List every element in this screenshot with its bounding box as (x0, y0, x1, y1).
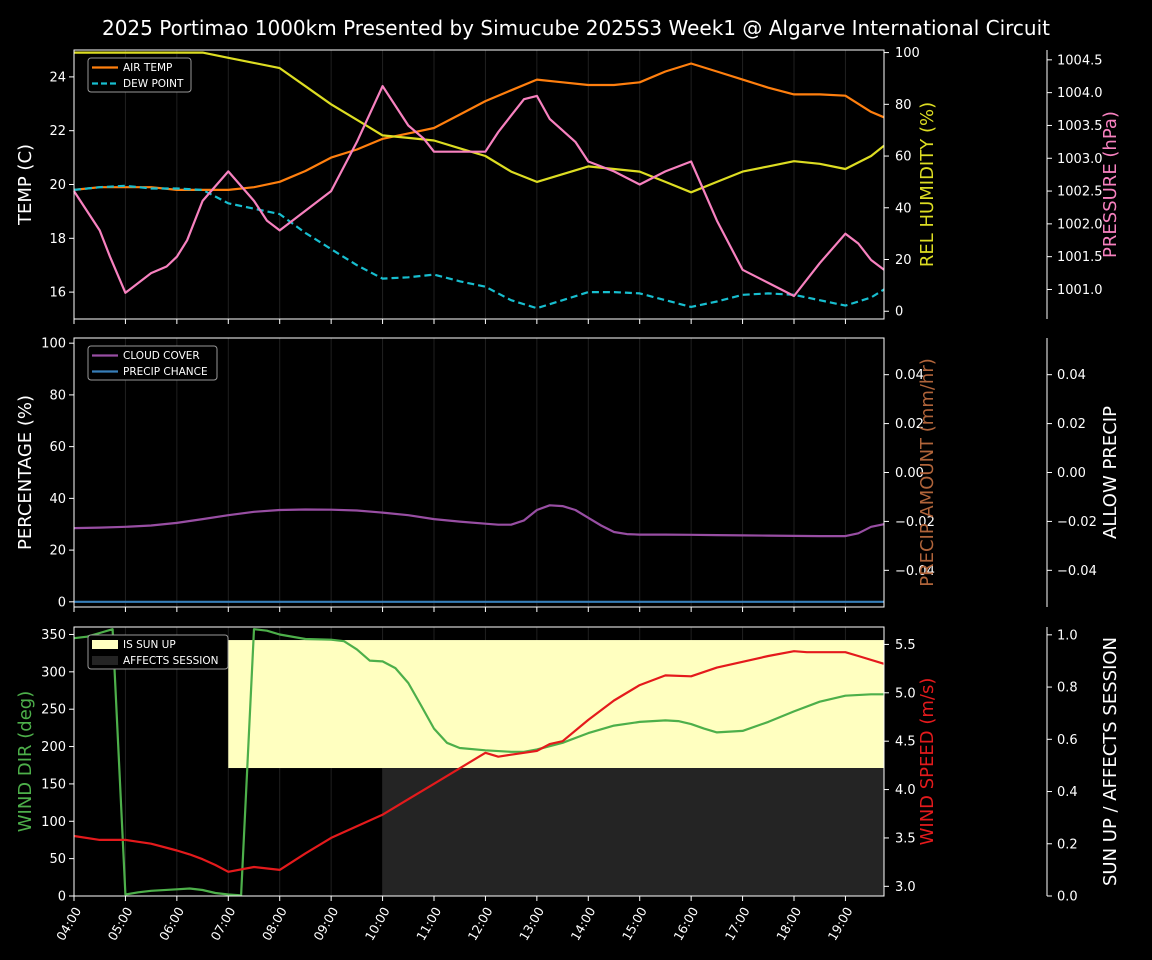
axis-label-left: PERCENTAGE (%) (15, 395, 36, 550)
chart-title: 2025 Portimao 1000km Presented by Simucu… (102, 16, 1050, 40)
third-tick-label: 1002.0 (1057, 217, 1103, 232)
band-is-sun-up (228, 640, 885, 769)
right-tick-label: 80 (895, 98, 912, 113)
left-tick-label: 250 (41, 703, 66, 718)
right-tick-label: 3.5 (895, 831, 916, 846)
series-cloud-cover (73, 504, 885, 538)
left-tick-label: 0 (58, 890, 66, 905)
legend: IS SUN UP AFFECTS SESSION (87, 634, 229, 670)
legend-label: PRECIP CHANCE (123, 366, 208, 378)
axis-label-right: REL HUMIDITY (%) (917, 102, 938, 267)
left-tick-label: 100 (41, 815, 66, 830)
left-tick-label: 350 (41, 628, 66, 643)
third-tick-label: 1002.5 (1057, 185, 1103, 200)
third-tick-label: −0.04 (1057, 564, 1097, 579)
left-tick-label: 60 (49, 440, 66, 455)
right-tick-label: −0.02 (895, 515, 935, 530)
third-tick-label: 1001.0 (1057, 283, 1103, 298)
left-tick-label: 22 (49, 124, 66, 139)
legend: AIR TEMP DEW POINT (87, 57, 192, 93)
series-wind-dir (73, 628, 884, 897)
series-wind-speed (73, 650, 885, 873)
right-tick-label: 4.5 (895, 735, 916, 750)
third-tick-label: 0.00 (1057, 466, 1086, 481)
third-tick-label: −0.02 (1057, 515, 1097, 530)
third-tick-label: 1.0 (1057, 628, 1078, 643)
axis-label-third: SUN UP / AFFECTS SESSION (1100, 637, 1121, 886)
right-tick-label: 0.02 (895, 417, 924, 432)
third-tick-label: 1004.0 (1057, 86, 1103, 101)
right-tick-label: 0 (895, 305, 903, 320)
plot-frame (73, 626, 885, 897)
left-tick-label: 0 (58, 595, 66, 610)
legend-box (87, 634, 229, 670)
left-tick-label: 100 (41, 337, 66, 352)
panel-2: 0 20 40 60 80 100 −0.04 −0.02 0.00 0.02 0.04 −0.04 −… (15, 337, 1121, 612)
third-tick-label: 0.8 (1057, 681, 1078, 696)
right-tick-label: 3.0 (895, 880, 916, 895)
axis-label-left: WIND DIR (deg) (15, 691, 36, 833)
right-tick-label: 0.04 (895, 368, 924, 383)
third-tick-label: 0.4 (1057, 785, 1078, 800)
panel-3: 0 50 100 150 200 250 300 350 3.0 3.5 4.0 4.5 5.0 5.5 0… (15, 626, 1121, 943)
left-tick-label: 200 (41, 740, 66, 755)
axis-label-right: WIND SPEED (m/s) (917, 678, 938, 846)
axis-label-third: PRESSURE (hPa) (1100, 111, 1121, 258)
left-tick-label: 24 (49, 70, 66, 85)
third-tick-label: 0.0 (1057, 890, 1078, 905)
right-tick-label: 5.0 (895, 686, 916, 701)
chart-panels: 16182022240204060801001001.01001.51002.0… (15, 46, 1121, 943)
right-tick-label: 5.5 (895, 638, 916, 653)
legend-box (87, 345, 218, 381)
right-tick-label: 0.00 (895, 466, 924, 481)
left-tick-label: 150 (41, 777, 66, 792)
legend-label: AIR TEMP (123, 62, 172, 74)
third-tick-label: 0.04 (1057, 368, 1086, 383)
third-tick-label: 0.02 (1057, 417, 1086, 432)
legend-label: DEW POINT (123, 78, 184, 90)
legend: CLOUD COVER PRECIP CHANCE (87, 345, 218, 381)
axis-label-third: ALLOW PRECIP (1100, 406, 1121, 539)
axis-label-right: PRECIP AMOUNT (mm/hr) (917, 358, 938, 587)
right-tick-label: 4.0 (895, 783, 916, 798)
series-pressure (73, 84, 885, 298)
series-dew-point (73, 184, 885, 310)
third-tick-label: 1003.5 (1057, 119, 1103, 134)
right-tick-label: 100 (895, 46, 920, 61)
right-tick-label: 60 (895, 150, 912, 165)
left-tick-label: 18 (49, 232, 66, 247)
third-tick-label: 1004.5 (1057, 53, 1103, 68)
third-tick-label: 1001.5 (1057, 250, 1103, 265)
panel-1: 16 18 20 22 24 0 20 40 60 80 100 1001.0 1001.5 1002.0… (15, 46, 1121, 324)
right-tick-label: −0.04 (895, 564, 935, 579)
left-tick-label: 20 (49, 544, 66, 559)
legend-label: CLOUD COVER (123, 350, 200, 362)
band-affects-session (382, 768, 884, 896)
legend-swatch (92, 656, 118, 665)
left-tick-label: 80 (49, 388, 66, 403)
legend-label: AFFECTS SESSION (123, 655, 219, 667)
left-tick-label: 20 (49, 178, 66, 193)
right-tick-label: 40 (895, 201, 912, 216)
legend-label: IS SUN UP (123, 639, 176, 651)
third-tick-label: 0.6 (1057, 733, 1078, 748)
left-tick-label: 40 (49, 492, 66, 507)
legend-swatch (92, 640, 118, 649)
left-tick-label: 50 (49, 852, 66, 867)
third-tick-label: 0.2 (1057, 837, 1078, 852)
series-rel-humidity (74, 51, 885, 194)
left-tick-label: 16 (49, 286, 66, 301)
axis-label-left: TEMP (C) (15, 144, 36, 226)
left-tick-label: 300 (41, 665, 66, 680)
right-tick-label: 20 (895, 253, 912, 268)
third-tick-label: 1003.0 (1057, 152, 1103, 167)
